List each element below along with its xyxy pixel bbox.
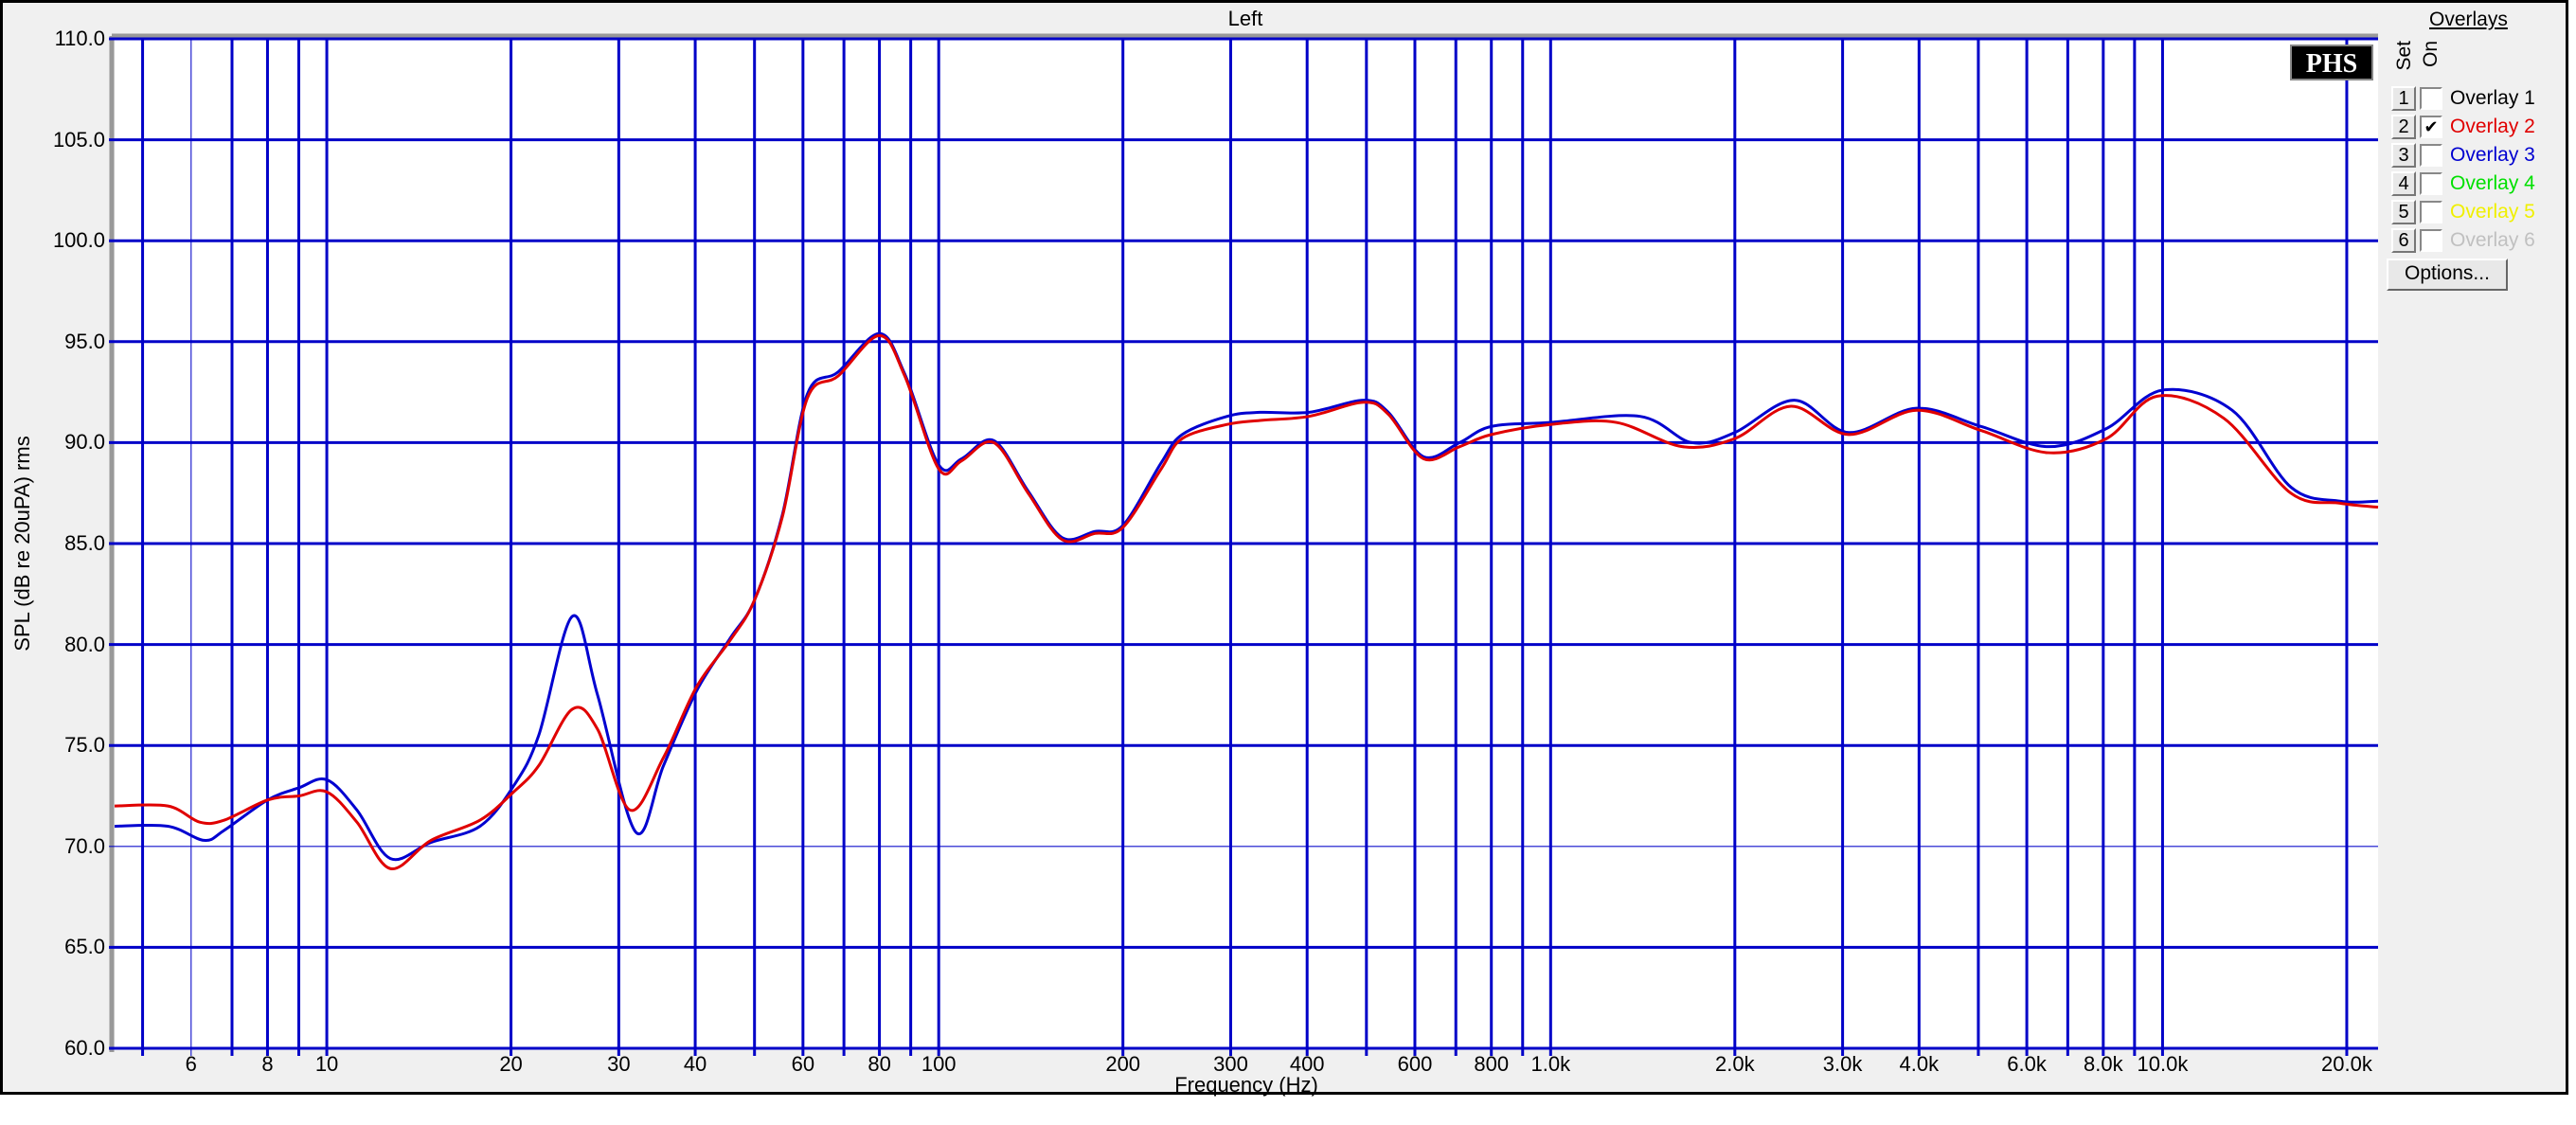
overlay-label: Overlay 3	[2450, 144, 2535, 166]
overlay-label: Overlay 5	[2450, 201, 2535, 223]
set-column-label: Set	[2393, 41, 2415, 71]
x-tick-label: 6.0k	[2007, 1052, 2047, 1076]
y-tick-label: 95.0	[64, 329, 105, 353]
y-tick-label: 70.0	[64, 833, 105, 858]
x-tick-label: 30	[607, 1052, 631, 1076]
y-tick-label: 85.0	[64, 531, 105, 555]
x-tick-label: 1.0k	[1530, 1052, 1571, 1076]
y-tick-label: 60.0	[64, 1036, 105, 1060]
overlay-set-button[interactable]: 2	[2391, 115, 2416, 139]
overlay-label: Overlay 6	[2450, 229, 2535, 251]
on-column-label: On	[2420, 41, 2442, 68]
x-tick-label: 2.0k	[1715, 1052, 1755, 1076]
overlay-row: 6 Overlay 6	[2382, 226, 2571, 255]
y-tick-label: 65.0	[64, 935, 105, 959]
x-tick-label: 20.0k	[2321, 1052, 2372, 1076]
overlay-row: 1 Overlay 1	[2382, 84, 2571, 113]
x-tick-label: 800	[1474, 1052, 1510, 1076]
overlay-label: Overlay 4	[2450, 172, 2535, 194]
overlays-title: Overlays	[2429, 9, 2508, 30]
series-line-overlay-2	[114, 333, 2379, 870]
x-tick-label: 20	[499, 1052, 523, 1076]
x-tick-label: 10	[314, 1052, 339, 1076]
x-tick-label: 600	[1397, 1052, 1433, 1076]
overlay-on-checkbox[interactable]	[2420, 172, 2442, 195]
y-tick-label: 100.0	[52, 228, 105, 253]
overlay-on-checkbox[interactable]	[2420, 144, 2442, 167]
y-tick-label: 75.0	[64, 733, 105, 758]
chart-title: Left	[1227, 7, 1263, 30]
plot-area	[109, 33, 2379, 1056]
y-tick-label: 110.0	[54, 27, 105, 50]
x-tick-label: 8	[261, 1052, 274, 1076]
x-tick-label: 40	[683, 1052, 707, 1076]
overlay-on-checkbox[interactable]	[2420, 87, 2442, 110]
x-tick-label: 10.0k	[2137, 1052, 2189, 1076]
overlay-row: 4 Overlay 4	[2382, 170, 2571, 198]
y-tick-label: 80.0	[64, 632, 105, 656]
overlay-on-checkbox[interactable]	[2420, 201, 2442, 223]
overlay-row: 3 Overlay 3	[2382, 141, 2571, 170]
overlay-set-button[interactable]: 5	[2391, 200, 2416, 224]
y-tick-label: 105.0	[52, 127, 105, 152]
x-tick-label: 60	[791, 1052, 815, 1076]
x-tick-label: 100	[921, 1052, 957, 1076]
overlay-set-button[interactable]: 3	[2391, 143, 2416, 168]
x-tick-label: 4.0k	[1899, 1052, 1940, 1076]
phs-logo: PHS	[2290, 45, 2373, 80]
overlay-label: Overlay 1	[2450, 87, 2535, 109]
x-tick-label: 8.0k	[2084, 1052, 2123, 1076]
x-tick-label: 3.0k	[1822, 1052, 1863, 1076]
overlay-set-button[interactable]: 6	[2391, 228, 2416, 253]
x-tick-label: 80	[868, 1052, 891, 1076]
overlay-set-button[interactable]: 1	[2391, 86, 2416, 111]
overlay-on-checkbox[interactable]	[2420, 229, 2442, 252]
x-tick-label: 200	[1105, 1052, 1141, 1076]
options-button[interactable]: Options...	[2387, 259, 2508, 291]
y-tick-label: 90.0	[64, 430, 105, 455]
overlay-row: 5 Overlay 5	[2382, 198, 2571, 226]
x-tick-label: 300	[1213, 1052, 1248, 1076]
checkmark-icon: ✔	[2424, 117, 2439, 136]
chart-window: Left SPL (dB re 20uPA) rms Frequency (Hz…	[0, 0, 2571, 1097]
x-tick-label: 6	[185, 1052, 197, 1076]
x-tick-label: 400	[1289, 1052, 1325, 1076]
overlay-label: Overlay 2	[2450, 116, 2535, 137]
x-axis-label: Frequency (Hz)	[1174, 1073, 1318, 1097]
overlay-on-checkbox[interactable]: ✔	[2420, 116, 2442, 138]
overlay-row: 2 ✔ Overlay 2	[2382, 113, 2571, 141]
overlay-set-button[interactable]: 4	[2391, 171, 2416, 196]
